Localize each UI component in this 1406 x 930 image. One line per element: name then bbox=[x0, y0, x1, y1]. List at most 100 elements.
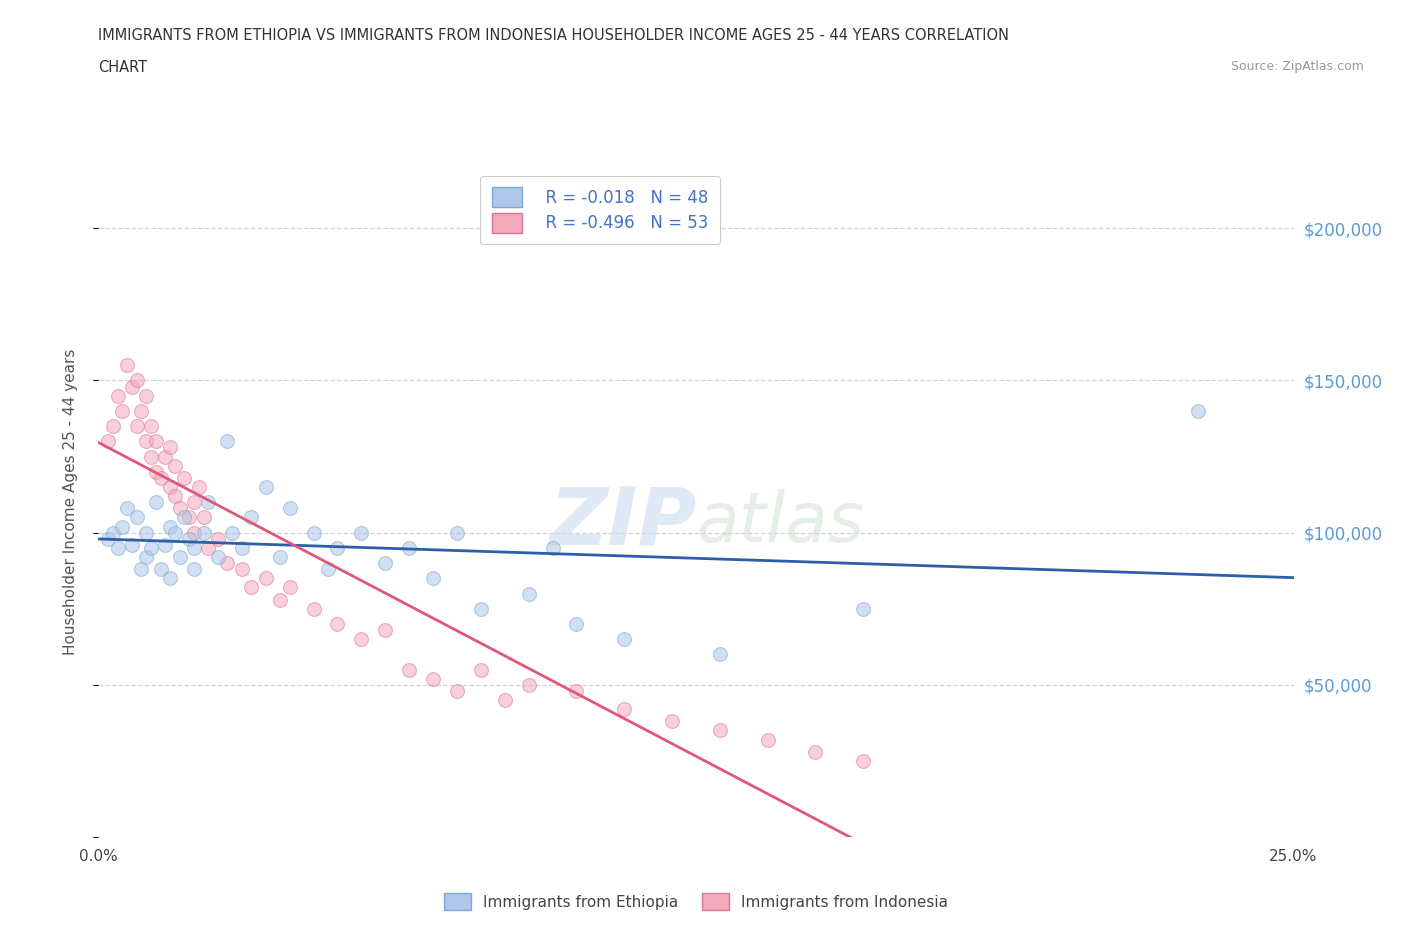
Point bbox=[221, 525, 243, 540]
Point bbox=[111, 404, 134, 418]
Legend: Immigrants from Ethiopia, Immigrants from Indonesia: Immigrants from Ethiopia, Immigrants fro… bbox=[437, 886, 955, 916]
Point bbox=[661, 714, 683, 729]
Point bbox=[145, 434, 167, 449]
Point bbox=[139, 418, 162, 433]
Point bbox=[316, 562, 339, 577]
Point bbox=[565, 684, 588, 698]
Point bbox=[374, 622, 396, 637]
Text: atlas: atlas bbox=[696, 489, 863, 556]
Point bbox=[111, 519, 134, 534]
Point bbox=[197, 540, 219, 555]
Point bbox=[207, 550, 229, 565]
Point bbox=[187, 480, 209, 495]
Point bbox=[852, 753, 875, 768]
Point bbox=[121, 538, 143, 552]
Point bbox=[131, 562, 153, 577]
Point bbox=[125, 510, 148, 525]
Point bbox=[231, 562, 253, 577]
Point bbox=[135, 388, 157, 403]
Point bbox=[163, 525, 186, 540]
Point bbox=[852, 602, 875, 617]
Point bbox=[207, 531, 229, 546]
Point bbox=[254, 571, 277, 586]
Point bbox=[159, 519, 181, 534]
Point bbox=[398, 540, 420, 555]
Point bbox=[254, 480, 277, 495]
Point bbox=[470, 662, 492, 677]
Point bbox=[149, 471, 172, 485]
Point bbox=[302, 602, 325, 617]
Point bbox=[269, 550, 291, 565]
Point bbox=[494, 693, 516, 708]
Point bbox=[517, 586, 540, 601]
Point bbox=[139, 449, 162, 464]
Point bbox=[101, 418, 124, 433]
Point bbox=[173, 471, 195, 485]
Point bbox=[278, 580, 301, 595]
Point bbox=[149, 562, 172, 577]
Point bbox=[541, 540, 564, 555]
Point bbox=[183, 540, 205, 555]
Point bbox=[193, 525, 215, 540]
Point bbox=[197, 495, 219, 510]
Point bbox=[155, 449, 177, 464]
Point bbox=[179, 510, 201, 525]
Point bbox=[179, 531, 201, 546]
Y-axis label: Householder Income Ages 25 - 44 years: Householder Income Ages 25 - 44 years bbox=[63, 349, 77, 656]
Point bbox=[139, 540, 162, 555]
Point bbox=[709, 647, 731, 662]
Point bbox=[145, 464, 167, 479]
Point bbox=[135, 434, 157, 449]
Point bbox=[709, 723, 731, 737]
Point bbox=[131, 404, 153, 418]
Point bbox=[159, 480, 181, 495]
Point bbox=[193, 510, 215, 525]
Point bbox=[446, 684, 468, 698]
Point bbox=[173, 510, 195, 525]
Text: Source: ZipAtlas.com: Source: ZipAtlas.com bbox=[1230, 60, 1364, 73]
Point bbox=[107, 540, 129, 555]
Point bbox=[231, 540, 253, 555]
Point bbox=[145, 495, 167, 510]
Point bbox=[159, 571, 181, 586]
Point bbox=[804, 744, 827, 759]
Point bbox=[159, 440, 181, 455]
Point bbox=[169, 550, 191, 565]
Point bbox=[269, 592, 291, 607]
Point bbox=[97, 531, 120, 546]
Point bbox=[517, 677, 540, 692]
Point bbox=[135, 550, 157, 565]
Point bbox=[756, 732, 779, 747]
Point bbox=[183, 525, 205, 540]
Point bbox=[470, 602, 492, 617]
Point bbox=[135, 525, 157, 540]
Point bbox=[97, 434, 120, 449]
Text: IMMIGRANTS FROM ETHIOPIA VS IMMIGRANTS FROM INDONESIA HOUSEHOLDER INCOME AGES 25: IMMIGRANTS FROM ETHIOPIA VS IMMIGRANTS F… bbox=[98, 28, 1010, 43]
Point bbox=[107, 388, 129, 403]
Point bbox=[350, 631, 373, 646]
Text: ZIP: ZIP bbox=[548, 484, 696, 562]
Point bbox=[217, 434, 239, 449]
Point bbox=[565, 617, 588, 631]
Point bbox=[398, 662, 420, 677]
Point bbox=[101, 525, 124, 540]
Point bbox=[163, 458, 186, 473]
Point bbox=[125, 418, 148, 433]
Point bbox=[350, 525, 373, 540]
Point bbox=[326, 540, 349, 555]
Point bbox=[115, 358, 138, 373]
Point bbox=[125, 373, 148, 388]
Point bbox=[240, 510, 263, 525]
Point bbox=[326, 617, 349, 631]
Point bbox=[240, 580, 263, 595]
Point bbox=[613, 702, 636, 717]
Point bbox=[155, 538, 177, 552]
Point bbox=[278, 501, 301, 516]
Point bbox=[613, 631, 636, 646]
Point bbox=[1187, 404, 1209, 418]
Text: CHART: CHART bbox=[98, 60, 148, 75]
Point bbox=[163, 488, 186, 503]
Point bbox=[446, 525, 468, 540]
Point bbox=[422, 571, 444, 586]
Point bbox=[422, 671, 444, 686]
